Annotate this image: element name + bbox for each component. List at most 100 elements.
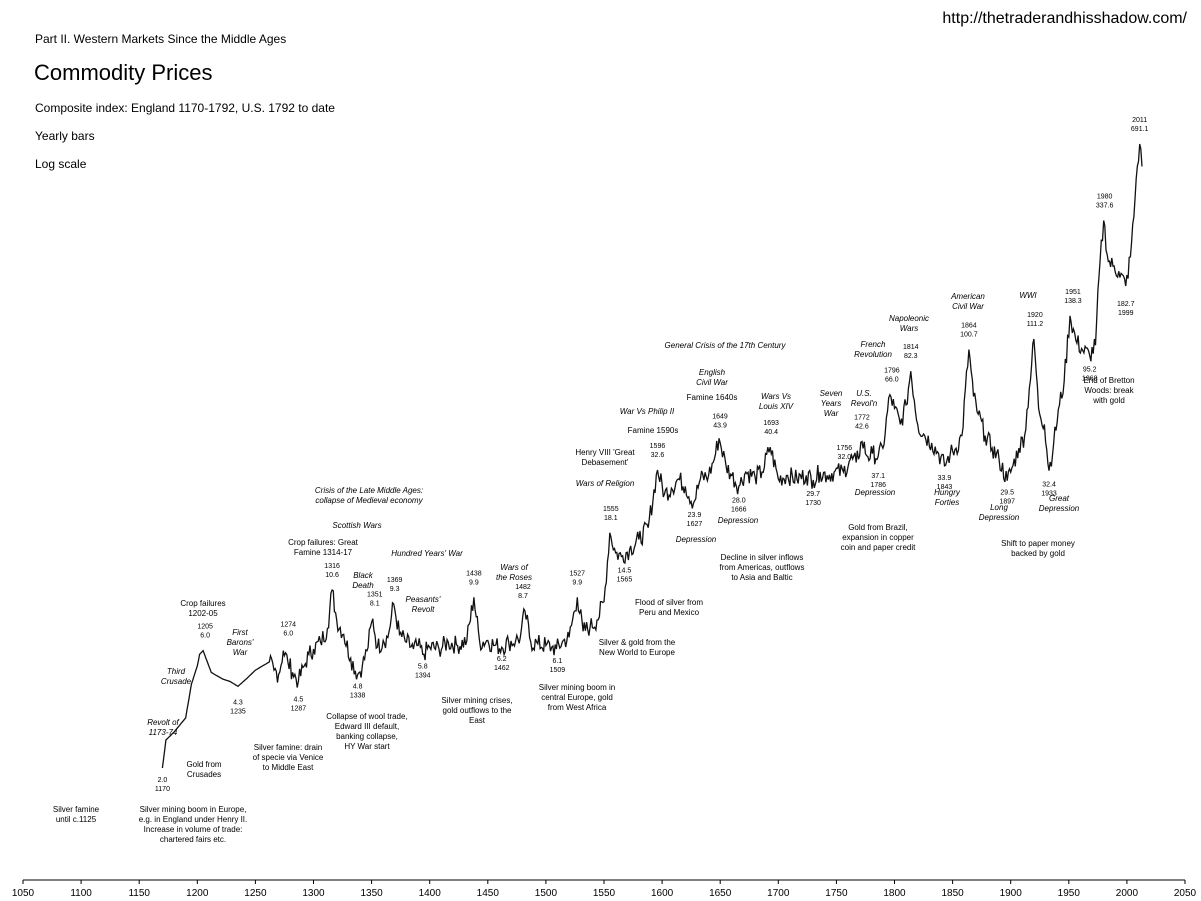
annotation-7: First Barons' War — [227, 628, 254, 657]
annotation-43: Shift to paper money backed by gold — [1001, 539, 1075, 558]
x-tick-label-1500: 1500 — [535, 888, 558, 899]
annotation-28: Depression — [676, 535, 717, 544]
x-tick-label-1800: 1800 — [883, 888, 906, 899]
point-label-1730: 29.7 1730 — [805, 491, 821, 507]
annotation-16: Wars of the Roses — [496, 563, 532, 582]
annotation-8: Silver famine: drain of specie via Venice… — [253, 743, 324, 772]
point-label-1462: 6.2 1462 — [494, 656, 510, 672]
annotation-39: American Civil War — [950, 292, 985, 311]
x-tick-label-1900: 1900 — [1000, 888, 1023, 899]
x-tick-label-1400: 1400 — [419, 888, 442, 899]
annotation-29: Depression — [718, 516, 759, 525]
annotation-42: Great Depression — [1039, 494, 1080, 513]
source-url: http://thetraderandhisshadow.com/ — [942, 10, 1187, 27]
point-label-1980: 1980 337.6 — [1096, 193, 1114, 209]
x-tick-label-1850: 1850 — [941, 888, 964, 899]
point-label-1772: 1772 42.6 — [854, 414, 870, 430]
point-label-1814: 1814 82.3 — [903, 344, 919, 360]
point-label-1555: 1555 18.1 — [603, 506, 619, 522]
point-label-1338: 4.8 1338 — [350, 684, 366, 700]
x-tick-label-1250: 1250 — [244, 888, 267, 899]
point-label-1756: 1756 32.0 — [837, 445, 853, 461]
annotation-3: Revolt of 1173-74 — [147, 718, 179, 737]
annotation-1: Silver famine until c.1125 — [53, 805, 100, 824]
x-tick-label-1750: 1750 — [825, 888, 848, 899]
x-tick-label-1150: 1150 — [128, 888, 150, 899]
series-part-label: Part II. Western Markets Since the Middl… — [35, 32, 287, 46]
annotation-18: Silver mining boom in central Europe, gol… — [539, 683, 615, 712]
annotation-5: Gold from Crusades — [186, 760, 221, 779]
point-label-1933: 32.4 1933 — [1041, 482, 1057, 498]
point-label-1999: 182.7 1999 — [1117, 301, 1135, 317]
x-tick-label-2050: 2050 — [1174, 888, 1197, 899]
point-label-1864: 1864 100.7 — [960, 323, 978, 339]
point-label-1565: 14.5 1565 — [617, 568, 633, 584]
x-tick-label-1350: 1350 — [360, 888, 383, 899]
annotation-23: War Vs Philip II — [620, 407, 675, 416]
annotation-33: U.S. Revol'n — [851, 389, 878, 408]
x-tick-label-1700: 1700 — [767, 888, 790, 899]
point-label-1693: 1693 40.4 — [763, 420, 779, 436]
point-label-1920: 1920 111.2 — [1027, 312, 1044, 328]
annotation-25: General Crisis of the 17th Century — [665, 341, 787, 350]
point-label-1351: 1351 8.1 — [367, 592, 383, 608]
point-label-1369: 1369 9.3 — [387, 577, 403, 593]
point-label-1235: 4.3 1235 — [230, 699, 246, 715]
annotation-14: Peasants' Revolt — [406, 595, 441, 614]
annotation-19: Silver & gold from the New World to Europ… — [599, 638, 676, 657]
x-tick-label-1050: 1050 — [12, 888, 35, 899]
point-label-1394: 5.8 1394 — [415, 663, 431, 679]
point-label-1287: 4.5 1287 — [291, 696, 307, 712]
point-label-1509: 6.1 1509 — [550, 658, 566, 674]
annotation-36: Depression — [855, 488, 896, 497]
annotation-4: Third Crusade — [161, 667, 192, 686]
point-label-1968: 95.2 1968 — [1082, 367, 1098, 383]
point-label-1786: 37.1 1786 — [870, 473, 886, 489]
x-tick-label-1600: 1600 — [651, 888, 674, 899]
point-label-1897: 29.5 1897 — [999, 490, 1015, 506]
annotation-22: Wars of Religion — [576, 479, 635, 488]
point-label-1274: 1274 6.0 — [280, 622, 296, 638]
x-tick-label-1550: 1550 — [593, 888, 616, 899]
annotation-34: French Revolution — [854, 340, 892, 359]
annotation-11: Crisis of the Late Middle Ages: collapse … — [315, 486, 424, 505]
point-label-1527: 1527 9.9 — [569, 570, 585, 586]
annotation-10: Scottish Wars — [332, 521, 381, 530]
annotation-15: Collapse of wool trade, Edward III defaul… — [326, 712, 407, 751]
annotation-37: Gold from Brazil, expansion in copper coin… — [841, 523, 916, 552]
annotation-12: Black Death — [352, 571, 374, 590]
point-label-1843: 33.9 1843 — [937, 475, 953, 491]
x-tick-label-2000: 2000 — [1116, 888, 1139, 899]
point-label-1316: 1316 10.6 — [324, 563, 340, 579]
annotation-32: Seven Years War — [820, 389, 843, 418]
x-tick-label-1450: 1450 — [477, 888, 500, 899]
point-label-1951: 1951 138.3 — [1064, 289, 1082, 305]
annotation-35: Napoleonic Wars — [889, 314, 929, 333]
point-label-1438: 1438 9.9 — [466, 570, 482, 586]
annotation-44: End of Bretton Woods: break with gold — [1083, 376, 1134, 405]
x-tick-label-1200: 1200 — [186, 888, 209, 899]
bars-label: Yearly bars — [35, 129, 95, 143]
price-series-line — [161, 143, 1143, 769]
point-label-1482: 1482 8.7 — [515, 584, 531, 600]
annotation-9: Crop failures: Great Famine 1314-17 — [288, 538, 359, 557]
annotation-27: Famine 1640s — [687, 393, 738, 402]
annotation-31: Wars Vs Louis XIV — [759, 392, 794, 411]
annotation-38: Hungry Forties — [934, 488, 961, 507]
chart-title: Commodity Prices — [34, 60, 213, 85]
chart-subtitle: Composite index: England 1170-1792, U.S.… — [35, 101, 335, 115]
scale-label: Log scale — [35, 157, 87, 171]
x-tick-label-1100: 1100 — [70, 888, 92, 899]
point-label-1627: 23.9 1627 — [687, 512, 703, 528]
annotation-21: Henry VIII 'Great Debasement' — [575, 448, 635, 467]
point-label-1205: 1205 6.0 — [197, 624, 213, 640]
annotation-40: Long Depression — [979, 503, 1020, 522]
annotation-20: Flood of silver from Peru and Mexico — [635, 598, 703, 617]
point-label-1666: 28.0 1666 — [731, 497, 747, 513]
annotation-24: Famine 1590s — [628, 426, 679, 435]
annotation-30: Decline in silver inflows from Americas, … — [720, 553, 805, 582]
point-label-1796: 1796 66.0 — [884, 368, 900, 384]
point-label-1596: 1596 32.6 — [650, 443, 666, 459]
annotation-26: English Civil War — [696, 368, 728, 387]
